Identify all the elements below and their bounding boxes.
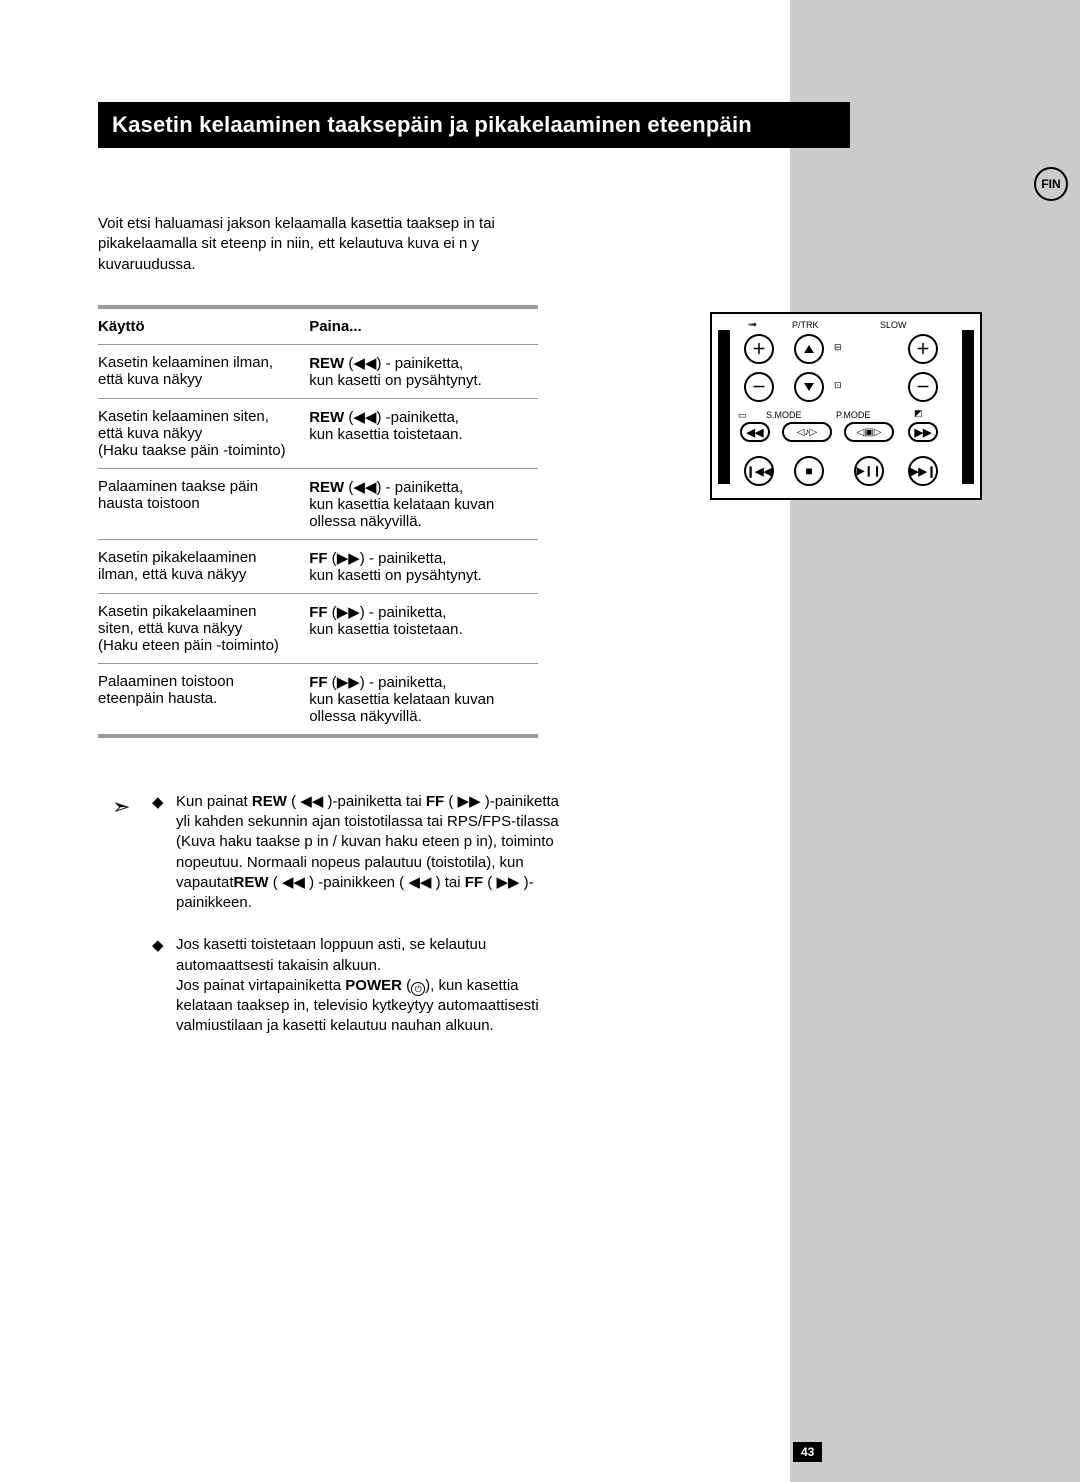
table-row: Kasetin pikakelaaminensiten, että kuva n… [98, 594, 538, 664]
plus-button: ＋ [744, 334, 774, 364]
up-button [794, 334, 824, 364]
header-press: Paina... [309, 318, 538, 335]
page-content: Kasetin kelaaminen taaksepäin ja pikakel… [98, 102, 850, 1059]
label-pmode: P.MODE [836, 410, 870, 420]
table-row: Kasetin kelaaminen ilman,että kuva näkyy… [98, 345, 538, 399]
operations-table: Käyttö Paina... Kasetin kelaaminen ilman… [98, 305, 538, 738]
bullet-diamond-icon: ◆ [152, 792, 176, 914]
picture-icon: ◩ [914, 408, 923, 419]
note-item: ◆ Kun painat REW ( ◀◀ )-painiketta tai F… [152, 792, 562, 914]
next-button: ▶▶❙ [908, 456, 938, 486]
note-text: Kun painat REW ( ◀◀ )-painiketta tai FF … [176, 792, 562, 914]
cell-left: Palaaminen toistooneteenpäin hausta. [98, 673, 309, 725]
label-smode: S.MODE [766, 410, 802, 420]
cell-right: FF (▶▶) - painiketta, kun kasettia toist… [309, 603, 538, 654]
cell-right: REW (◀◀) - painiketta, kun kasetti on py… [309, 354, 538, 389]
cassette-icon: ▭ [738, 410, 747, 421]
note-text: Jos kasetti toistetaan loppuun asti, se … [176, 935, 562, 1036]
cell-left: Kasetin kelaaminen siten,että kuva näkyy… [98, 408, 309, 459]
remote-diagram: P/TRK SLOW ➟ ＋ ⊟ ＋ － ⊡ － ▭ S.MODE P.MODE… [710, 312, 982, 500]
play-pause-button: ▶❙❙ [854, 456, 884, 486]
smode-button: ◁♪▷ [782, 422, 832, 442]
table-header-row: Käyttö Paina... [98, 309, 538, 345]
cell-left: Kasetin pikakelaaminenilman, että kuva n… [98, 549, 309, 584]
minus-button: － [744, 372, 774, 402]
page-number: 43 [793, 1442, 822, 1462]
cell-left: Palaaminen taakse päinhausta toistoon [98, 478, 309, 530]
plus-button: ＋ [908, 334, 938, 364]
pmode-button: ◁▣▷ [844, 422, 894, 442]
table-row: Palaaminen taakse päinhausta toistoon RE… [98, 469, 538, 540]
minus-button: － [908, 372, 938, 402]
caption-on-icon: ⊟ [834, 342, 842, 353]
stop-button: ■ [794, 456, 824, 486]
down-button [794, 372, 824, 402]
note-pointer-icon: ➣ [112, 792, 130, 822]
cell-right: REW (◀◀) - painiketta, kun kasettia kela… [309, 478, 538, 530]
cell-right: FF (▶▶) - painiketta, kun kasettia kelat… [309, 673, 538, 725]
power-icon: ⏻ [411, 982, 425, 996]
caption-off-icon: ⊡ [834, 380, 842, 391]
cell-left: Kasetin pikakelaaminensiten, että kuva n… [98, 603, 309, 654]
language-badge: FIN [1034, 167, 1068, 201]
cell-right: FF (▶▶) - painiketta, kun kasetti on pys… [309, 549, 538, 584]
notes-block: ➣ ◆ Kun painat REW ( ◀◀ )-painiketta tai… [152, 792, 562, 1037]
note-item: ◆ Jos kasetti toistetaan loppuun asti, s… [152, 935, 562, 1036]
intro-paragraph: Voit etsi haluamasi jakson kelaamalla ka… [98, 214, 538, 275]
table-row: Kasetin pikakelaaminenilman, että kuva n… [98, 540, 538, 594]
page-title: Kasetin kelaaminen taaksepäin ja pikakel… [98, 102, 850, 148]
bullet-diamond-icon: ◆ [152, 935, 176, 1036]
label-slow: SLOW [880, 320, 907, 330]
table-row: Palaaminen toistooneteenpäin hausta. FF … [98, 664, 538, 738]
prev-button: ❙◀◀ [744, 456, 774, 486]
cell-right: REW (◀◀) -painiketta, kun kasettia toist… [309, 408, 538, 459]
header-use: Käyttö [98, 318, 309, 335]
ff-button: ▶▶ [908, 422, 938, 442]
cell-left: Kasetin kelaaminen ilman,että kuva näkyy [98, 354, 309, 389]
table-row: Kasetin kelaaminen siten,että kuva näkyy… [98, 399, 538, 469]
swoosh-icon: ➟ [748, 318, 757, 331]
label-ptrk: P/TRK [792, 320, 819, 330]
rew-button: ◀◀ [740, 422, 770, 442]
